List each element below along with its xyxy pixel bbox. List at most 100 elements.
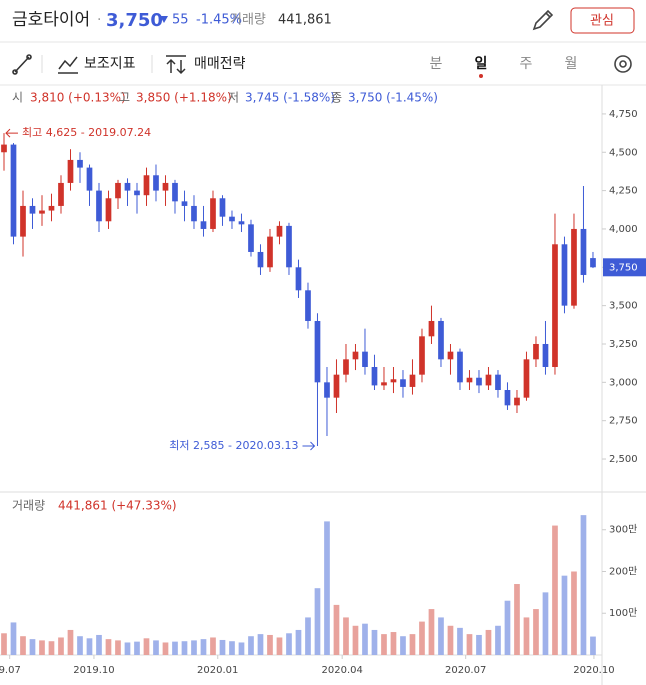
- volume-bar: [96, 634, 102, 655]
- y-tick-label: 3,000: [609, 377, 638, 388]
- candle-body: [219, 198, 226, 217]
- candle-body: [438, 320, 444, 360]
- candle-body: [352, 351, 359, 360]
- candle-body: [371, 366, 378, 386]
- favorite-button[interactable]: 관심: [570, 7, 635, 34]
- y-tick-label: 2,750: [609, 416, 638, 427]
- volume-bar: [200, 639, 207, 655]
- candle-body: [124, 182, 131, 191]
- candle-body: [390, 379, 397, 383]
- indicator-icon[interactable]: [58, 56, 78, 74]
- period-tab-active[interactable]: 일: [475, 56, 488, 72]
- volume-bar: [495, 625, 501, 655]
- favorite-label[interactable]: 관심: [590, 14, 614, 29]
- indicator-button[interactable]: 보조지표: [84, 56, 136, 72]
- volume-bar: [352, 625, 359, 655]
- candle-body: [324, 382, 330, 398]
- volume-bar: [514, 584, 520, 655]
- candle-body: [476, 377, 482, 386]
- candle-body: [248, 224, 254, 252]
- volume-bar: [162, 642, 169, 655]
- volume-bar: [476, 634, 482, 655]
- x-tick-label: 9.07: [0, 665, 21, 676]
- y-tick-label: 3,500: [609, 301, 638, 312]
- x-tick-label: 2019.10: [73, 665, 114, 676]
- candle-body: [561, 244, 568, 306]
- candle-body: [181, 201, 188, 206]
- edit-icon[interactable]: [532, 9, 554, 31]
- axes: 2,500 2,750 3,000 3,250 3,500 3,750 4,000 4,250…: [0, 109, 646, 676]
- candle-body: [210, 198, 216, 229]
- volume-bar: [115, 640, 121, 655]
- volume-bar: [400, 636, 406, 655]
- candle-body: [305, 290, 311, 321]
- info-label: 저: [228, 91, 239, 105]
- candle-body: [39, 210, 45, 214]
- volume-bar: [419, 621, 425, 655]
- candle-body: [229, 216, 235, 222]
- current-price-label: 3,750: [609, 262, 638, 273]
- volume-bar: [248, 636, 254, 655]
- volume-bar: [295, 629, 302, 655]
- separator-dot: ·: [97, 12, 101, 28]
- volume-bar: [276, 637, 283, 655]
- stock-name: 금호타이어: [12, 10, 90, 30]
- period-tab[interactable]: 분: [430, 56, 443, 72]
- volume-bar: [305, 617, 311, 655]
- candle-body: [314, 320, 321, 383]
- candle-body: [533, 343, 539, 360]
- y-tick-label: 2,500: [609, 454, 638, 465]
- candle-body: [58, 182, 64, 206]
- settings-icon[interactable]: [614, 55, 632, 73]
- candle-body: [267, 236, 273, 268]
- volume-bar: [229, 641, 235, 655]
- draw-tool[interactable]: [12, 54, 32, 75]
- x-tick-label: 2020.04: [322, 665, 363, 676]
- candle-body: [419, 336, 425, 375]
- info-value: 3,850 (+1.18%): [136, 91, 232, 105]
- volume-bar: [48, 641, 55, 655]
- strategy-icon[interactable]: [166, 55, 186, 75]
- volume-bar: [542, 592, 549, 655]
- period-tab[interactable]: 월: [565, 56, 578, 72]
- candle-body: [20, 205, 26, 237]
- volume-bar: [105, 639, 112, 655]
- volume-bar: [571, 571, 577, 655]
- info-value: 3,750 (-1.45%): [348, 91, 438, 105]
- volume-bar: [333, 604, 340, 655]
- period-tab[interactable]: 주: [520, 56, 533, 72]
- x-tick-label: 2020.07: [445, 665, 486, 676]
- candle-body: [86, 167, 93, 191]
- x-tick-label: 2020.10: [573, 665, 614, 676]
- low-arrow: [302, 441, 316, 451]
- y-tick-label: 100만: [609, 607, 637, 619]
- low-annotation: 최저 2,585 - 2020.03.13: [169, 439, 298, 452]
- volume-bar: [362, 623, 368, 655]
- candle-body: [466, 377, 473, 383]
- candle-body: [105, 198, 112, 222]
- candle-body: [143, 175, 150, 196]
- down-arrow: [160, 16, 168, 23]
- volume-bar: [485, 629, 492, 655]
- strategy-button[interactable]: 매매전략: [194, 56, 246, 72]
- volume-bar: [124, 642, 131, 655]
- volume-bar: [58, 637, 64, 655]
- y-tick-label: 4,500: [609, 147, 638, 158]
- candle-body: [542, 343, 549, 367]
- candle-body: [200, 221, 207, 229]
- candle-body: [77, 159, 83, 168]
- candle-body: [295, 267, 302, 291]
- volume-bar: [134, 641, 140, 655]
- volume-bar: [324, 521, 330, 655]
- candle-body: [447, 351, 454, 360]
- volume-bar: [191, 640, 197, 655]
- info-value: 3,810 (+0.13%): [30, 91, 126, 105]
- candle-body: [552, 244, 558, 367]
- candle-body: [590, 258, 596, 268]
- candle-body: [172, 182, 178, 202]
- volume-bar: [504, 600, 511, 655]
- volume-plot: [1, 515, 596, 655]
- volume-bar: [10, 622, 17, 655]
- volume-bar: [390, 632, 397, 655]
